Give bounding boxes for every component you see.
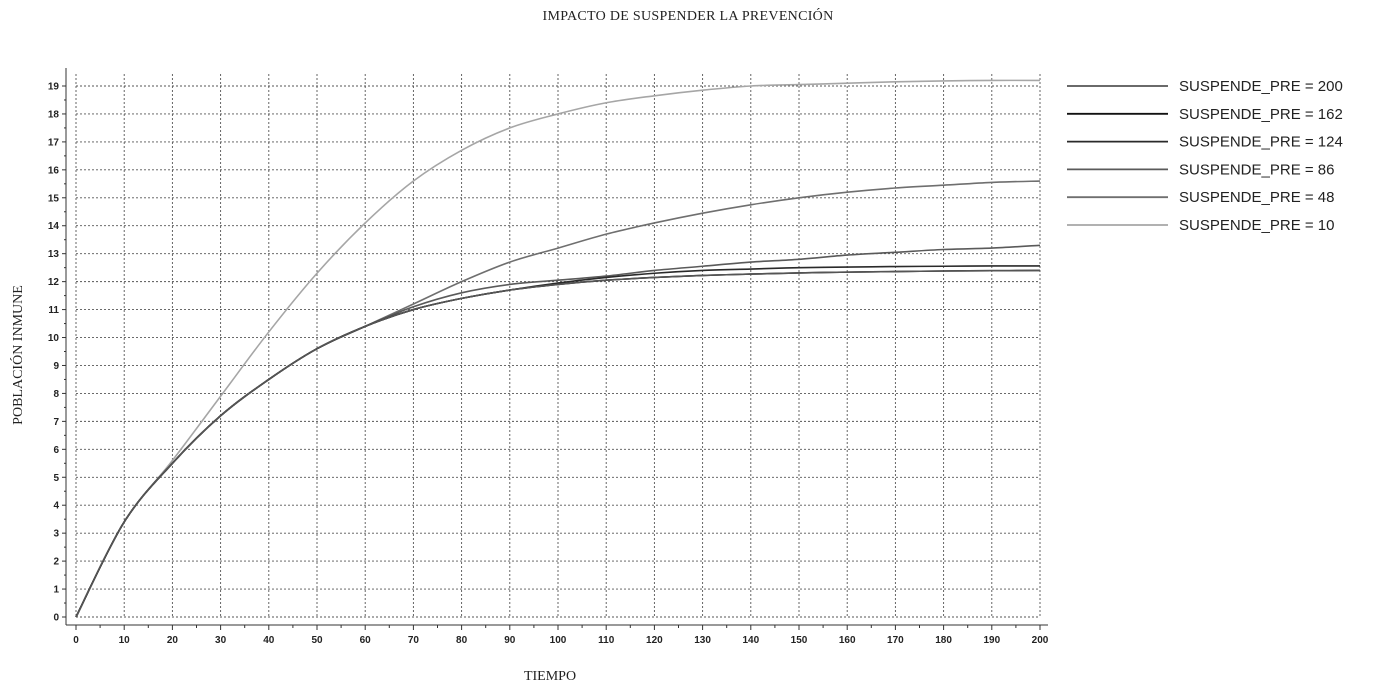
y-axis-label: POBLACIÓN INMUNE xyxy=(11,285,26,425)
legend-label-suspende-pre-200: SUSPENDE_PRE = 200 xyxy=(1179,78,1343,95)
y-tick-label: 0 xyxy=(53,613,59,624)
y-tick-label: 1 xyxy=(53,585,59,596)
chart-title: IMPACTO DE SUSPENDER LA PREVENCIÓN xyxy=(542,9,834,24)
x-tick-label: 90 xyxy=(504,635,516,646)
y-tick-label: 7 xyxy=(53,417,59,428)
x-tick-label: 120 xyxy=(646,635,663,646)
y-tick-label: 5 xyxy=(53,473,59,484)
x-tick-label: 20 xyxy=(167,635,179,646)
x-tick-label: 200 xyxy=(1032,635,1049,646)
legend-label-suspende-pre-162: SUSPENDE_PRE = 162 xyxy=(1179,106,1343,123)
y-tick-label: 17 xyxy=(48,137,60,148)
y-tick-label: 16 xyxy=(48,165,60,176)
x-tick-label: 180 xyxy=(935,635,952,646)
x-tick-label: 140 xyxy=(742,635,759,646)
series-lines xyxy=(75,79,1041,618)
x-tick-label: 60 xyxy=(360,635,372,646)
y-tick-label: 19 xyxy=(48,82,60,93)
x-tick-label: 170 xyxy=(887,635,904,646)
y-tick-label: 4 xyxy=(53,501,59,512)
y-tick-label: 6 xyxy=(53,445,59,456)
axes xyxy=(62,68,1048,630)
x-tick-label: 100 xyxy=(550,635,567,646)
x-tick-label: 110 xyxy=(598,635,615,646)
x-tick-label: 0 xyxy=(73,635,79,646)
legend-label-suspende-pre-86: SUSPENDE_PRE = 86 xyxy=(1179,161,1335,178)
y-tick-label: 15 xyxy=(48,193,60,204)
x-tick-label: 10 xyxy=(119,635,131,646)
x-tick-label: 50 xyxy=(311,635,323,646)
legend-label-suspende-pre-124: SUSPENDE_PRE = 124 xyxy=(1179,134,1343,151)
x-tick-label: 190 xyxy=(983,635,1000,646)
y-tick-label: 2 xyxy=(53,557,59,568)
x-tick-label: 70 xyxy=(408,635,420,646)
legend-label-suspende-pre-10: SUSPENDE_PRE = 10 xyxy=(1179,217,1335,234)
y-tick-label: 12 xyxy=(48,277,60,288)
series-line-suspende-pre-10 xyxy=(75,79,1041,618)
grid-lines xyxy=(75,74,1041,618)
legend: SUSPENDE_PRE = 200 SUSPENDE_PRE = 162 SUSP… xyxy=(1067,78,1343,234)
x-tick-label: 160 xyxy=(839,635,856,646)
y-tick-label: 11 xyxy=(48,305,59,316)
y-tick-label: 9 xyxy=(53,361,59,372)
y-tick-label: 10 xyxy=(48,333,60,344)
y-tick-label: 8 xyxy=(53,389,59,400)
x-tick-label: 80 xyxy=(456,635,468,646)
y-tick-label: 3 xyxy=(53,529,59,540)
x-tick-label: 30 xyxy=(215,635,227,646)
y-tick-label: 13 xyxy=(48,249,60,260)
x-tick-label: 150 xyxy=(791,635,808,646)
series-line-suspende-pre-200 xyxy=(75,269,1041,618)
x-tick-label: 130 xyxy=(694,635,711,646)
x-axis-label: TIEMPO xyxy=(523,669,577,684)
x-tick-label: 40 xyxy=(263,635,275,646)
y-tick-label: 14 xyxy=(48,221,60,232)
y-tick-label: 18 xyxy=(48,109,60,120)
legend-label-suspende-pre-48: SUSPENDE_PRE = 48 xyxy=(1179,189,1335,206)
